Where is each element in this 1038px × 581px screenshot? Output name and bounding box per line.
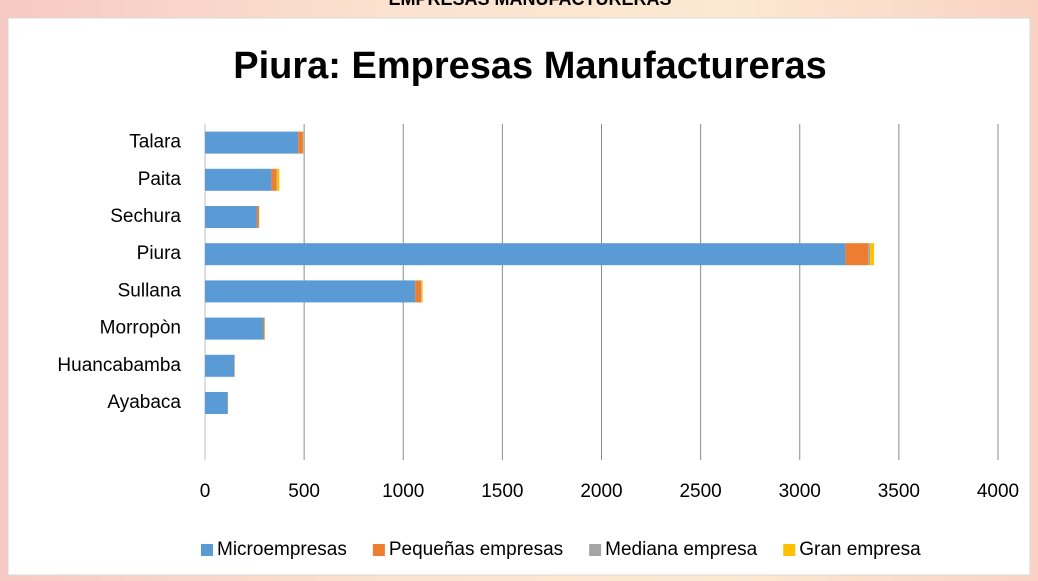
bar-segment	[415, 280, 422, 303]
y-tick-label: Huancabamba	[57, 355, 181, 376]
y-tick-label: Sechura	[110, 206, 181, 227]
chart-title: Piura: Empresas Manufactureras	[233, 45, 826, 87]
y-tick-label: Morropòn	[100, 318, 181, 339]
legend-label: Microempresas	[217, 539, 347, 560]
chart-area	[7, 17, 1031, 576]
x-tick-label: 3000	[779, 481, 821, 502]
bar-segment	[205, 168, 272, 191]
x-tick-label: 1500	[481, 481, 523, 502]
y-tick-label: Paita	[138, 169, 182, 190]
x-tick-label: 4000	[977, 481, 1019, 502]
header: EMPRESAS MANUFACTURERAS	[388, 0, 671, 9]
bar-segment	[298, 131, 303, 154]
legend-swatch	[589, 544, 602, 556]
y-tick-label: Talara	[129, 132, 181, 153]
bar-segment	[256, 206, 259, 228]
y-tick-label: Ayabaca	[107, 392, 181, 413]
legend-swatch	[201, 544, 213, 556]
legend-label: Mediana empresa	[605, 539, 758, 560]
bar-segment	[302, 131, 304, 154]
bar-segment	[868, 243, 871, 266]
legend-swatch	[783, 544, 796, 556]
x-tick-label: 1000	[382, 481, 424, 502]
bar-segment	[205, 392, 228, 414]
x-tick-label: 2500	[679, 481, 721, 502]
x-tick-label: 2000	[580, 481, 622, 502]
bar-segment	[276, 168, 280, 191]
bar-segment	[845, 243, 869, 266]
y-tick-label: Piura	[137, 243, 182, 264]
legend-swatch	[372, 544, 385, 556]
x-tick-label: 500	[288, 481, 320, 502]
bar-segment	[271, 168, 277, 191]
x-tick-label: 0	[200, 481, 211, 502]
legend-label: Pequeñas empresas	[389, 539, 563, 560]
bar-segment	[205, 317, 264, 340]
bar-segment	[263, 317, 265, 340]
bar-segment	[205, 131, 299, 154]
bar-segment	[421, 280, 422, 303]
bar-segment	[421, 280, 423, 303]
bar-segment	[870, 243, 875, 266]
y-tick-label: Sullana	[118, 280, 182, 301]
bar-segment	[276, 168, 277, 191]
bar-segment	[205, 243, 846, 266]
bar-segment	[205, 354, 235, 377]
legend-label: Gran empresa	[799, 539, 921, 560]
bar-segment	[205, 206, 257, 228]
bar-segment	[205, 280, 416, 303]
x-tick-label: 3500	[878, 481, 920, 502]
